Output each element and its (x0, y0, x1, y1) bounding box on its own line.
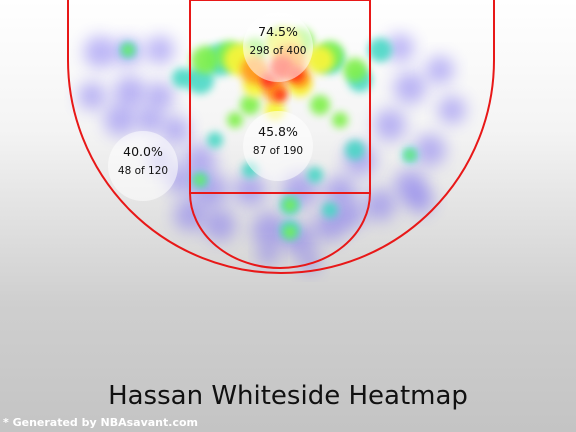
heat-blob (426, 56, 454, 84)
heat-blob (191, 46, 219, 74)
zone-label-left-midrange: 40.0% 48 of 120 (98, 144, 188, 177)
heat-blob (284, 226, 296, 238)
heat-blob (195, 175, 205, 185)
heat-blob (123, 45, 133, 55)
heat-blob (310, 95, 330, 115)
zone-made-paint: 87 of 190 (233, 145, 323, 157)
heat-blob (240, 95, 260, 115)
heat-blob (438, 96, 466, 124)
zone-pct-left-midrange: 40.0% (98, 144, 188, 159)
zone-made-rim: 298 of 400 (233, 45, 323, 57)
zone-label-rim: 74.5% 298 of 400 (233, 24, 323, 57)
heat-blob (136, 106, 164, 134)
heat-blob (345, 140, 365, 160)
zone-pct-rim: 74.5% (233, 24, 323, 39)
chart-title: Hassan Whiteside Heatmap (0, 381, 576, 411)
zone-made-left-midrange: 48 of 120 (98, 165, 188, 177)
zone-pct-paint: 45.8% (233, 124, 323, 139)
heat-blob (146, 36, 174, 64)
heat-blob (207, 132, 223, 148)
heat-blob (146, 82, 174, 110)
heat-blob (204, 209, 236, 241)
heat-blob (104, 104, 136, 136)
heat-blob (374, 109, 406, 141)
heat-blob (406, 186, 434, 214)
heat-blob (343, 58, 367, 82)
heat-blob (336, 201, 364, 229)
heat-blob (274, 89, 286, 101)
heat-blob (84, 36, 116, 68)
heat-blob (322, 202, 338, 218)
heat-blob (394, 72, 426, 104)
heat-blob (78, 82, 106, 110)
heat-blob (414, 134, 446, 166)
heat-blob (307, 167, 323, 183)
heat-blob (234, 174, 266, 206)
heat-blob (368, 38, 392, 62)
heat-blob (258, 245, 278, 265)
heat-blob (114, 76, 146, 108)
heat-blob (406, 151, 414, 159)
zone-label-paint: 45.8% 87 of 190 (233, 124, 323, 157)
heat-blob (332, 112, 348, 128)
generated-by-credit: * Generated by NBAsavant.com (3, 416, 198, 429)
heat-blob (284, 199, 296, 211)
